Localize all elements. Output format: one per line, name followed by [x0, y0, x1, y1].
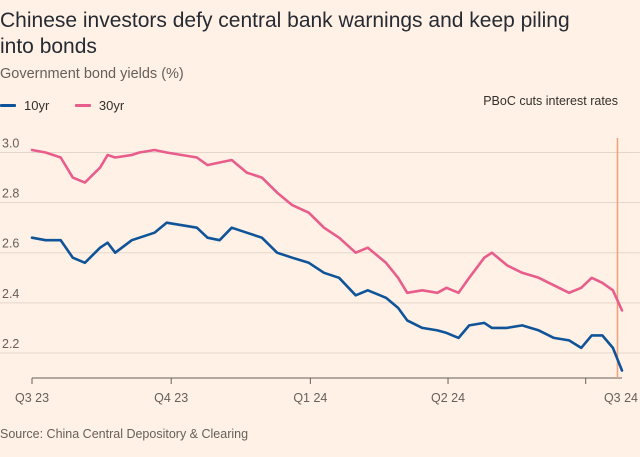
legend-swatch-10yr: [0, 104, 16, 107]
legend-item-10yr: 10yr: [0, 98, 49, 113]
legend-label-10yr: 10yr: [24, 98, 50, 113]
legend-swatch-30yr: [74, 104, 91, 107]
legend: 10yr 30yr: [0, 95, 146, 113]
y-tick-label-0: 2.2: [2, 337, 19, 351]
series-line-30yr: [30, 148, 624, 312]
y-tick-label-2: 2.6: [2, 237, 19, 251]
x-tick-label-0: Q3 23: [15, 391, 49, 405]
series-line-10yr: [30, 221, 624, 372]
y-tick-label-4: 3.0: [2, 137, 19, 151]
y-tick-label-1: 2.4: [2, 287, 19, 301]
legend-label-30yr: 30yr: [98, 98, 125, 113]
legend-item-30yr: 30yr: [74, 98, 125, 113]
source-note: Source: China Central Depository & Clear…: [0, 427, 249, 441]
y-tick-label-3: 2.8: [2, 187, 19, 201]
chart-title: Chinese investors defy central bank warn…: [0, 9, 570, 58]
x-tick-label-1: Q4 23: [154, 391, 188, 405]
x-tick-label-2: Q1 24: [293, 391, 327, 405]
pboc-annotation: PBoC cuts interest rates: [483, 94, 618, 108]
x-tick-label-3: Q2 24: [431, 391, 465, 405]
chart-subtitle: Government bond yields (%): [0, 66, 184, 82]
x-tick-label-4: Q3 24: [604, 391, 638, 405]
